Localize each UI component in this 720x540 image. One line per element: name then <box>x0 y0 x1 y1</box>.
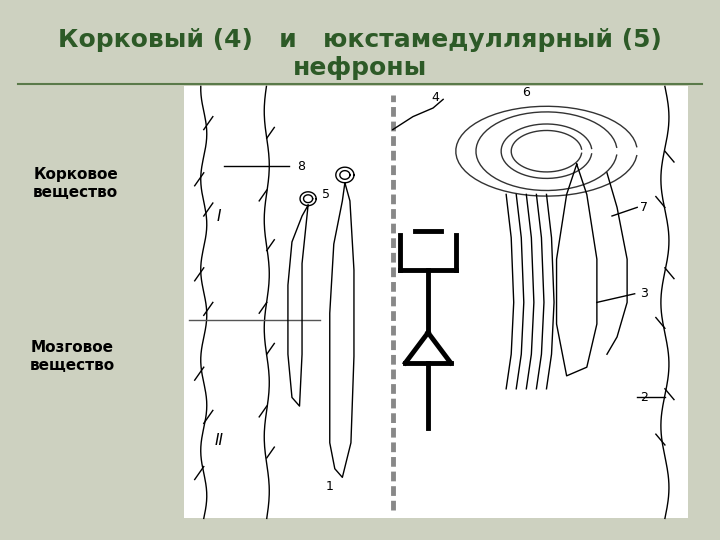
Text: 6: 6 <box>523 86 530 99</box>
Text: 7: 7 <box>640 201 648 214</box>
Text: II: II <box>215 433 223 448</box>
Text: 2: 2 <box>640 391 647 404</box>
Text: Мозговое
вещество: Мозговое вещество <box>30 340 114 373</box>
Text: нефроны: нефроны <box>293 56 427 79</box>
Text: Корковое
вещество: Корковое вещество <box>33 167 118 200</box>
Text: 3: 3 <box>640 287 647 300</box>
Text: 1: 1 <box>326 480 333 492</box>
Text: 5: 5 <box>323 188 330 201</box>
Text: 4: 4 <box>432 91 439 104</box>
Text: I: I <box>217 208 221 224</box>
Bar <box>184 86 688 518</box>
Text: 8: 8 <box>297 160 305 173</box>
Text: Корковый (4)   и   юкстамедуллярный (5): Корковый (4) и юкстамедуллярный (5) <box>58 29 662 52</box>
